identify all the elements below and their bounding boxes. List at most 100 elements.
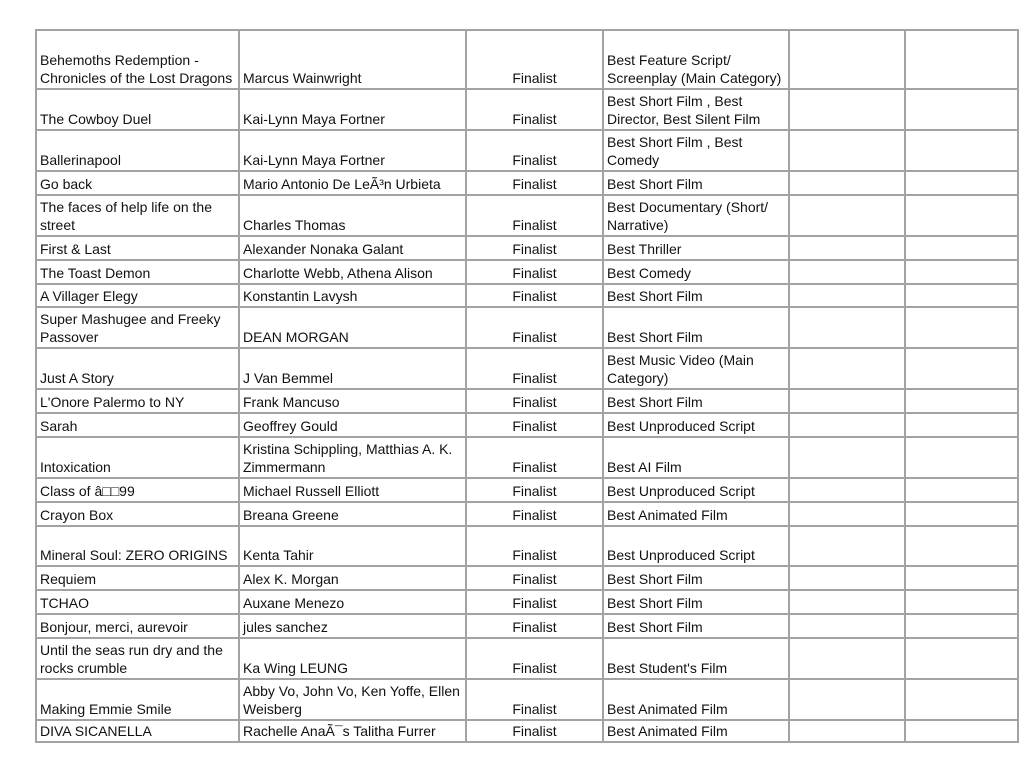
- table-row: TCHAO Auxane Menezo Finalist Best Short Fil…: [35, 589, 1019, 615]
- author-cell: Rachelle AnaÃ¯s Talitha Furrer: [238, 719, 467, 743]
- author-cell: Kenta Tahir: [238, 525, 467, 567]
- film-title-cell: Just A Story: [35, 347, 240, 390]
- category-cell: Best Short Film: [602, 613, 790, 639]
- empty-cell: [904, 719, 1019, 743]
- empty-cell: [788, 637, 906, 680]
- empty-cell: [788, 589, 906, 615]
- author-cell: Kristina Schippling, Matthias A. K. Zimm…: [238, 436, 467, 479]
- film-title-cell: Mineral Soul: ZERO ORIGINS: [35, 525, 240, 567]
- table-row: Sarah Geoffrey Gould Finalist Best Unproduc…: [35, 412, 1019, 438]
- author-cell: Abby Vo, John Vo, Ken Yoffe, Ellen Weisb…: [238, 678, 467, 721]
- empty-cell: [904, 613, 1019, 639]
- author-cell: Kai-Lynn Maya Fortner: [238, 88, 467, 131]
- author-cell: jules sanchez: [238, 613, 467, 639]
- status-cell: Finalist: [465, 613, 604, 639]
- table-row: Bonjour, merci, aurevoir jules sanchez Fin…: [35, 613, 1019, 639]
- empty-cell: [904, 235, 1019, 261]
- category-cell: Best Comedy: [602, 259, 790, 285]
- film-title-cell: Bonjour, merci, aurevoir: [35, 613, 240, 639]
- empty-cell: [788, 678, 906, 721]
- status-cell: Finalist: [465, 412, 604, 438]
- author-cell: Auxane Menezo: [238, 589, 467, 615]
- author-cell: Kai-Lynn Maya Fortner: [238, 129, 467, 172]
- empty-cell: [904, 347, 1019, 390]
- category-cell: Best Thriller: [602, 235, 790, 261]
- category-cell: Best Unproduced Script: [602, 525, 790, 567]
- empty-cell: [904, 477, 1019, 503]
- status-cell: Finalist: [465, 589, 604, 615]
- table-row: Intoxication Kristina Schippling, Matthia…: [35, 436, 1019, 479]
- category-cell: Best Short Film: [602, 170, 790, 196]
- author-cell: Michael Russell Elliott: [238, 477, 467, 503]
- empty-cell: [904, 525, 1019, 567]
- author-cell: Frank Mancuso: [238, 388, 467, 414]
- table-row: Behemoths Redemption - Chronicles of the…: [35, 29, 1019, 90]
- empty-cell: [904, 565, 1019, 591]
- empty-cell: [788, 306, 906, 349]
- table-row: First & Last Alexander Nonaka Galant Final…: [35, 235, 1019, 261]
- empty-cell: [904, 436, 1019, 479]
- category-cell: Best Music Video (Main Category): [602, 347, 790, 390]
- film-title-cell: The Toast Demon: [35, 259, 240, 285]
- finalists-table-container: Behemoths Redemption - Chronicles of the…: [35, 29, 1019, 743]
- status-cell: Finalist: [465, 678, 604, 721]
- table-row: Ballerinapool Kai-Lynn Maya Fortner Finali…: [35, 129, 1019, 172]
- category-cell: Best Short Film , Best Director, Best Si…: [602, 88, 790, 131]
- film-title-cell: DIVA SICANELLA: [35, 719, 240, 743]
- status-cell: Finalist: [465, 194, 604, 237]
- film-title-cell: TCHAO: [35, 589, 240, 615]
- category-cell: Best Unproduced Script: [602, 412, 790, 438]
- category-cell: Best Short Film: [602, 306, 790, 349]
- status-cell: Finalist: [465, 565, 604, 591]
- empty-cell: [788, 283, 906, 308]
- status-cell: Finalist: [465, 388, 604, 414]
- author-cell: Geoffrey Gould: [238, 412, 467, 438]
- status-cell: Finalist: [465, 283, 604, 308]
- empty-cell: [904, 283, 1019, 308]
- empty-cell: [788, 719, 906, 743]
- empty-cell: [788, 170, 906, 196]
- table-row: Until the seas run dry and the rocks cru…: [35, 637, 1019, 680]
- empty-cell: [904, 88, 1019, 131]
- status-cell: Finalist: [465, 170, 604, 196]
- author-cell: DEAN MORGAN: [238, 306, 467, 349]
- empty-cell: [788, 565, 906, 591]
- table-row: The Toast Demon Charlotte Webb, Athena Al…: [35, 259, 1019, 285]
- status-cell: Finalist: [465, 477, 604, 503]
- empty-cell: [788, 477, 906, 503]
- table-row: Crayon Box Breana Greene Finalist Best Anim…: [35, 501, 1019, 527]
- film-title-cell: Behemoths Redemption - Chronicles of the…: [35, 29, 240, 90]
- status-cell: Finalist: [465, 88, 604, 131]
- film-title-cell: Super Mashugee and Freeky Passover: [35, 306, 240, 349]
- author-cell: Konstantin Lavysh: [238, 283, 467, 308]
- category-cell: Best Unproduced Script: [602, 477, 790, 503]
- table-row: L'Onore Palermo to NY Frank Mancuso Finali…: [35, 388, 1019, 414]
- category-cell: Best Animated Film: [602, 719, 790, 743]
- empty-cell: [904, 129, 1019, 172]
- table-row: The faces of help life on the street Char…: [35, 194, 1019, 237]
- empty-cell: [788, 613, 906, 639]
- empty-cell: [904, 170, 1019, 196]
- table-row: A Villager Elegy Konstantin Lavysh Finalis…: [35, 283, 1019, 308]
- empty-cell: [788, 525, 906, 567]
- table-row: DIVA SICANELLA Rachelle AnaÃ¯s Talitha Fu…: [35, 719, 1019, 743]
- film-title-cell: Until the seas run dry and the rocks cru…: [35, 637, 240, 680]
- table-row: Making Emmie Smile Abby Vo, John Vo, Ken …: [35, 678, 1019, 721]
- author-cell: Alexander Nonaka Galant: [238, 235, 467, 261]
- film-title-cell: Requiem: [35, 565, 240, 591]
- film-title-cell: Crayon Box: [35, 501, 240, 527]
- film-title-cell: Sarah: [35, 412, 240, 438]
- empty-cell: [904, 259, 1019, 285]
- empty-cell: [904, 388, 1019, 414]
- film-title-cell: A Villager Elegy: [35, 283, 240, 308]
- film-title-cell: Go back: [35, 170, 240, 196]
- empty-cell: [788, 235, 906, 261]
- status-cell: Finalist: [465, 719, 604, 743]
- empty-cell: [788, 259, 906, 285]
- status-cell: Finalist: [465, 501, 604, 527]
- category-cell: Best Documentary (Short/ Narrative): [602, 194, 790, 237]
- film-title-cell: First & Last: [35, 235, 240, 261]
- status-cell: Finalist: [465, 235, 604, 261]
- empty-cell: [904, 678, 1019, 721]
- status-cell: Finalist: [465, 525, 604, 567]
